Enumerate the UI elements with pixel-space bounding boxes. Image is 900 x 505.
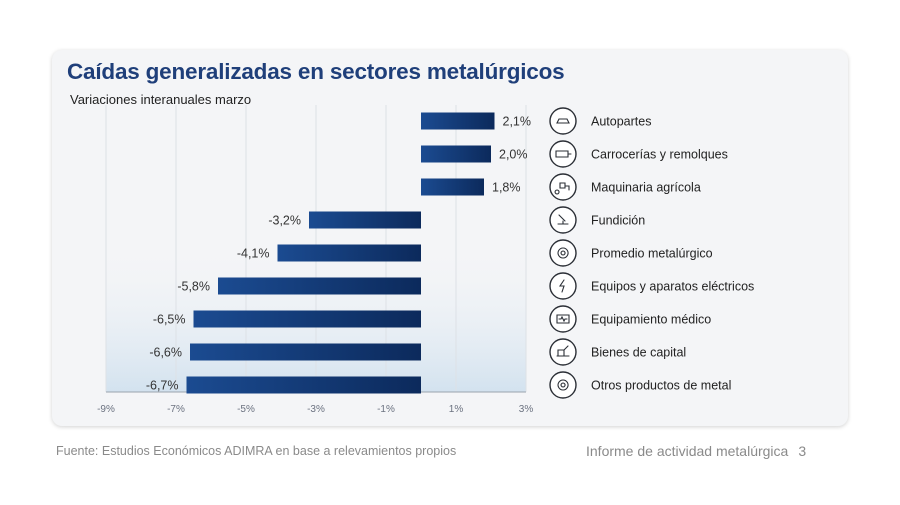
gears-icon [549,371,577,399]
category-label: Bienes de capital [591,346,686,360]
category-label: Equipamiento médico [591,313,711,327]
trailer-icon [549,140,577,168]
category-label: Fundición [591,214,645,228]
report-footer: Informe de actividad metalúrgica 3 [586,443,806,459]
bar [309,211,421,229]
gears-icon [549,239,577,267]
bar [277,244,421,262]
bar [421,112,495,130]
page-number: 3 [798,443,807,459]
source-note: Fuente: Estudios Económicos ADIMRA en ba… [56,444,457,458]
electrical-icon [549,272,577,300]
category-label: Otros productos de metal [591,379,731,393]
bar-value-label: -5,8% [177,280,210,294]
car-parts-icon [549,107,577,135]
x-tick-label: -5% [237,404,255,415]
bar-value-label: -4,1% [237,247,270,261]
x-tick-label: -9% [97,404,115,415]
chart-title: Caídas generalizadas en sectores metalúr… [67,59,565,84]
bar [193,310,421,328]
bar-value-label: -6,6% [149,346,182,360]
x-tick-label: 3% [519,404,534,415]
category-label: Maquinaria agrícola [591,181,701,195]
machinery-icon [549,338,577,366]
x-tick-label: 1% [449,404,464,415]
medical-equipment-icon [549,305,577,333]
report-title: Informe de actividad metalúrgica [586,443,789,459]
category-label: Promedio metalúrgico [591,247,713,261]
tractor-icon [549,173,577,201]
bar-value-label: 1,8% [492,181,521,195]
bar-value-label: 2,0% [499,148,528,162]
bar-value-label: 2,1% [503,115,532,129]
bar-value-label: -6,5% [153,313,186,327]
foundry-icon [549,206,577,234]
bar [421,178,484,196]
x-tick-label: -1% [377,404,395,415]
bar [421,145,491,163]
bar [218,277,421,295]
bar [190,343,421,361]
bar [186,376,421,394]
x-tick-label: -3% [307,404,325,415]
bar-value-label: -6,7% [146,379,179,393]
bar-value-label: -3,2% [268,214,301,228]
category-label: Carrocerías y remolques [591,148,728,162]
category-label: Equipos y aparatos eléctricos [591,280,754,294]
category-label: Autopartes [591,115,651,129]
chart-subtitle: Variaciones interanuales marzo [70,92,252,107]
x-tick-label: -7% [167,404,185,415]
